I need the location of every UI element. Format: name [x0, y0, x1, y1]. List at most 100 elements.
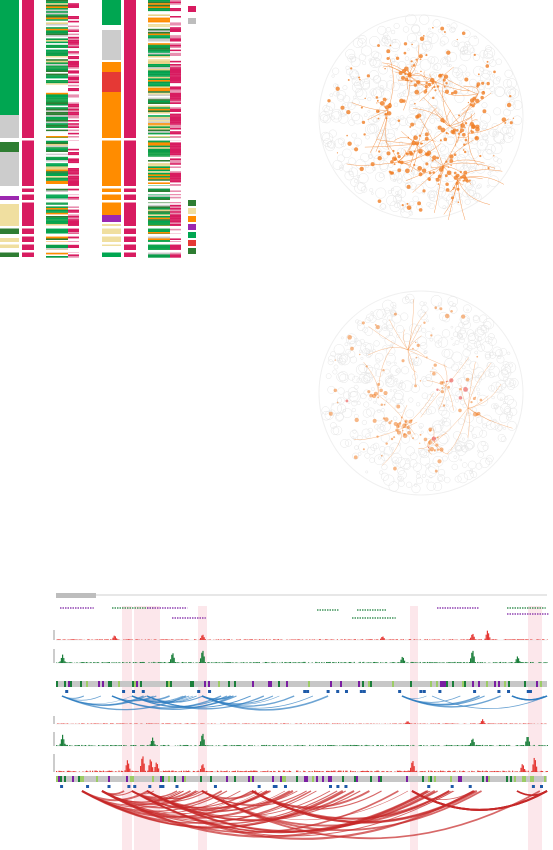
heatmap-block	[124, 0, 136, 257]
signal-bar	[249, 662, 251, 663]
network-node	[390, 29, 396, 35]
heatmap-cell	[148, 36, 170, 39]
network-node	[418, 423, 424, 429]
heatmap-cell	[68, 99, 79, 101]
network-node	[397, 147, 405, 155]
signal-bar	[357, 745, 359, 746]
network-node	[512, 115, 523, 126]
heatmap-cell	[148, 68, 170, 71]
signal-bar	[369, 639, 371, 640]
heatmap-cell	[148, 171, 170, 173]
heatmap-cell	[68, 57, 79, 60]
signal-bar	[101, 639, 103, 640]
signal-bar	[300, 662, 302, 663]
heatmap-cell	[68, 228, 79, 231]
network-node	[347, 391, 359, 402]
signal-bar	[87, 639, 89, 640]
signal-bar	[228, 639, 230, 640]
network-node	[384, 113, 387, 116]
network-node	[347, 141, 352, 146]
network-node	[385, 128, 395, 139]
signal-bar	[234, 723, 236, 724]
network-node	[473, 35, 478, 39]
network-node	[420, 430, 424, 434]
heatmap-gap	[147, 234, 171, 237]
signal-bar	[142, 661, 144, 663]
annotation-tracks	[60, 607, 549, 619]
signal-bar	[310, 723, 312, 724]
network-node	[394, 403, 405, 414]
heatmap-cell	[148, 78, 170, 81]
heatmap-cell	[68, 76, 79, 79]
heatmap-cell	[148, 153, 170, 156]
network-node	[349, 356, 357, 364]
signal-bar	[437, 771, 439, 772]
network-node	[388, 421, 392, 425]
state-segment	[464, 681, 466, 687]
heatmap-cell	[170, 198, 181, 201]
network-node	[380, 38, 389, 47]
network-node	[482, 423, 488, 429]
network-node	[396, 152, 400, 155]
signal-bar	[245, 770, 247, 772]
network-node	[356, 401, 361, 405]
heatmap-cell	[68, 56, 79, 58]
signal-bar	[484, 745, 486, 746]
network-node	[370, 147, 383, 159]
network-node	[399, 98, 404, 104]
network-edge	[449, 125, 457, 147]
network-node	[329, 93, 334, 98]
state-segment	[68, 681, 70, 687]
network-edge	[442, 165, 472, 185]
signal-bar	[174, 723, 176, 724]
heatmap-block	[0, 0, 19, 115]
signal-bar	[411, 723, 413, 724]
state-segment	[280, 776, 282, 782]
signal-bar	[522, 723, 524, 724]
state-segment	[130, 776, 132, 782]
heatmap-cell	[148, 206, 170, 209]
network-node	[410, 170, 415, 175]
network-node	[477, 73, 480, 76]
signal-bar	[122, 662, 124, 663]
signal-bar	[150, 723, 152, 724]
signal-bar	[149, 759, 151, 772]
network-node	[364, 452, 371, 459]
heatmap-cell	[46, 126, 68, 129]
signal-bar	[272, 662, 274, 663]
signal-bar	[257, 662, 259, 663]
heatmap-cell	[68, 212, 79, 215]
signal-bar	[107, 639, 109, 640]
heatmap-cell	[170, 163, 181, 165]
signal-bar	[147, 744, 149, 746]
signal-bar	[332, 723, 334, 724]
interaction-arc	[201, 695, 295, 707]
signal-bar	[255, 770, 257, 772]
signal-bar	[140, 766, 142, 772]
heatmap-cell	[68, 150, 79, 153]
signal-bar	[518, 658, 520, 663]
state-segment	[140, 681, 142, 687]
signal-bar	[302, 662, 304, 663]
signal-bar	[131, 639, 133, 640]
network-node	[464, 127, 466, 129]
signal-bar	[153, 740, 155, 746]
signal-bar	[400, 659, 402, 663]
signal-bar	[147, 770, 149, 772]
heatmap-cell	[68, 35, 79, 37]
network-node	[409, 200, 415, 206]
heatmap-cell	[68, 112, 79, 114]
heatmap-cell	[170, 43, 181, 45]
network-node	[442, 135, 446, 138]
network-node	[445, 188, 450, 192]
signal-bar	[521, 662, 523, 663]
heatmap-cell	[148, 14, 170, 17]
signal-bar	[108, 662, 110, 663]
heatmap-cell	[68, 244, 79, 247]
heatmap-cell	[170, 67, 181, 69]
heatmap-cell	[68, 64, 79, 66]
heatmap-cell	[148, 124, 170, 127]
heatmap-cell	[170, 20, 181, 23]
signal-bar	[252, 770, 254, 772]
signal-bar	[407, 770, 409, 772]
